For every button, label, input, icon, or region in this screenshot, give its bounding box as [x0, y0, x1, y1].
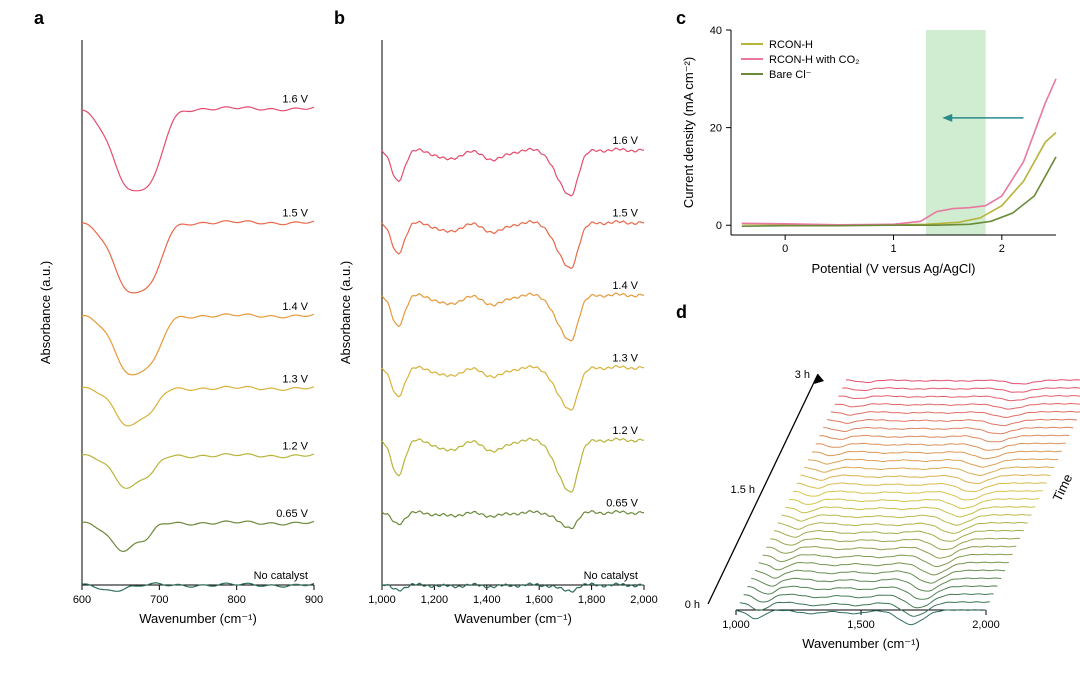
svg-text:1.2 V: 1.2 V [612, 425, 638, 437]
svg-text:1.5 h: 1.5 h [731, 484, 755, 496]
svg-text:0 h: 0 h [685, 599, 700, 611]
svg-text:2: 2 [999, 243, 1005, 255]
svg-text:Time: Time [1050, 472, 1076, 504]
panel-b-chart: 1,0001,2001,4001,6001,8002,000Wavenumber… [334, 30, 654, 630]
svg-text:1.3 V: 1.3 V [612, 353, 638, 365]
svg-text:Wavenumber (cm⁻¹): Wavenumber (cm⁻¹) [454, 611, 572, 626]
svg-text:0: 0 [782, 243, 788, 255]
svg-text:Wavenumber (cm⁻¹): Wavenumber (cm⁻¹) [139, 611, 257, 626]
svg-text:1.2 V: 1.2 V [282, 441, 308, 453]
svg-text:Wavenumber (cm⁻¹): Wavenumber (cm⁻¹) [802, 636, 920, 651]
panel-a-chart: 600 700 800 900 Wavenumber (cm⁻¹) Absorbance … [34, 30, 324, 630]
svg-text:2,000: 2,000 [630, 594, 658, 606]
svg-text:0.65 V: 0.65 V [276, 508, 308, 520]
panel-b: 1,0001,2001,4001,6001,8002,000Wavenumber… [334, 30, 654, 630]
svg-text:Absorbance (a.u.): Absorbance (a.u.) [338, 261, 353, 364]
figure-root: a b c d 600700800900Wavenumber (cm⁻¹)Abs… [0, 0, 1080, 682]
svg-text:RCON-H with CO₂: RCON-H with CO₂ [769, 54, 859, 66]
svg-text:2,000: 2,000 [972, 619, 1000, 631]
svg-text:No catalyst: No catalyst [584, 570, 638, 582]
svg-text:1.5 V: 1.5 V [282, 208, 308, 220]
panel-a-label: a [34, 8, 44, 29]
svg-text:3 h: 3 h [795, 369, 810, 381]
svg-text:Current density (mA cm⁻²): Current density (mA cm⁻²) [681, 57, 696, 208]
svg-text:1,500: 1,500 [847, 619, 875, 631]
svg-text:20: 20 [710, 123, 722, 135]
svg-text:40: 40 [710, 25, 722, 37]
svg-text:600: 600 [73, 594, 91, 606]
panel-c-chart: 01202040Potential (V versus Ag/AgCl)Curr… [676, 20, 1066, 280]
panel-d-chart: 1,000 1,500 2,000 Wavenumber (cm⁻¹) 0 h 1.5 h… [676, 310, 1066, 650]
svg-text:1,000: 1,000 [722, 619, 750, 631]
svg-text:1.3 V: 1.3 V [282, 373, 308, 385]
svg-text:1.4 V: 1.4 V [612, 280, 638, 292]
svg-text:1,600: 1,600 [525, 594, 553, 606]
svg-text:Absorbance (a.u.): Absorbance (a.u.) [38, 261, 53, 364]
svg-text:No catalyst: No catalyst [254, 570, 308, 582]
svg-text:700: 700 [150, 594, 168, 606]
panel-c: 01202040Potential (V versus Ag/AgCl)Curr… [676, 20, 1066, 280]
svg-text:1.5 V: 1.5 V [612, 208, 638, 220]
svg-text:1,800: 1,800 [578, 594, 606, 606]
svg-text:Bare Cl⁻: Bare Cl⁻ [769, 69, 812, 81]
svg-text:800: 800 [227, 594, 245, 606]
svg-text:1,400: 1,400 [473, 594, 501, 606]
svg-text:Potential (V versus Ag/AgCl): Potential (V versus Ag/AgCl) [811, 261, 975, 276]
svg-text:0: 0 [716, 220, 722, 232]
svg-text:900: 900 [305, 594, 323, 606]
panel-d: 1,000 1,500 2,000 Wavenumber (cm⁻¹) 0 h 1.5 h… [676, 310, 1066, 650]
panel-a: 600 700 800 900 Wavenumber (cm⁻¹) Absorbance … [34, 30, 324, 630]
svg-text:1,200: 1,200 [421, 594, 449, 606]
svg-text:1: 1 [890, 243, 896, 255]
svg-text:1.6 V: 1.6 V [612, 135, 638, 147]
svg-text:1.6 V: 1.6 V [282, 94, 308, 106]
svg-text:RCON-H: RCON-H [769, 39, 813, 51]
panel-b-label: b [334, 8, 345, 29]
svg-text:1,000: 1,000 [368, 594, 396, 606]
svg-text:1.4 V: 1.4 V [282, 301, 308, 313]
svg-text:0.65 V: 0.65 V [606, 498, 638, 510]
